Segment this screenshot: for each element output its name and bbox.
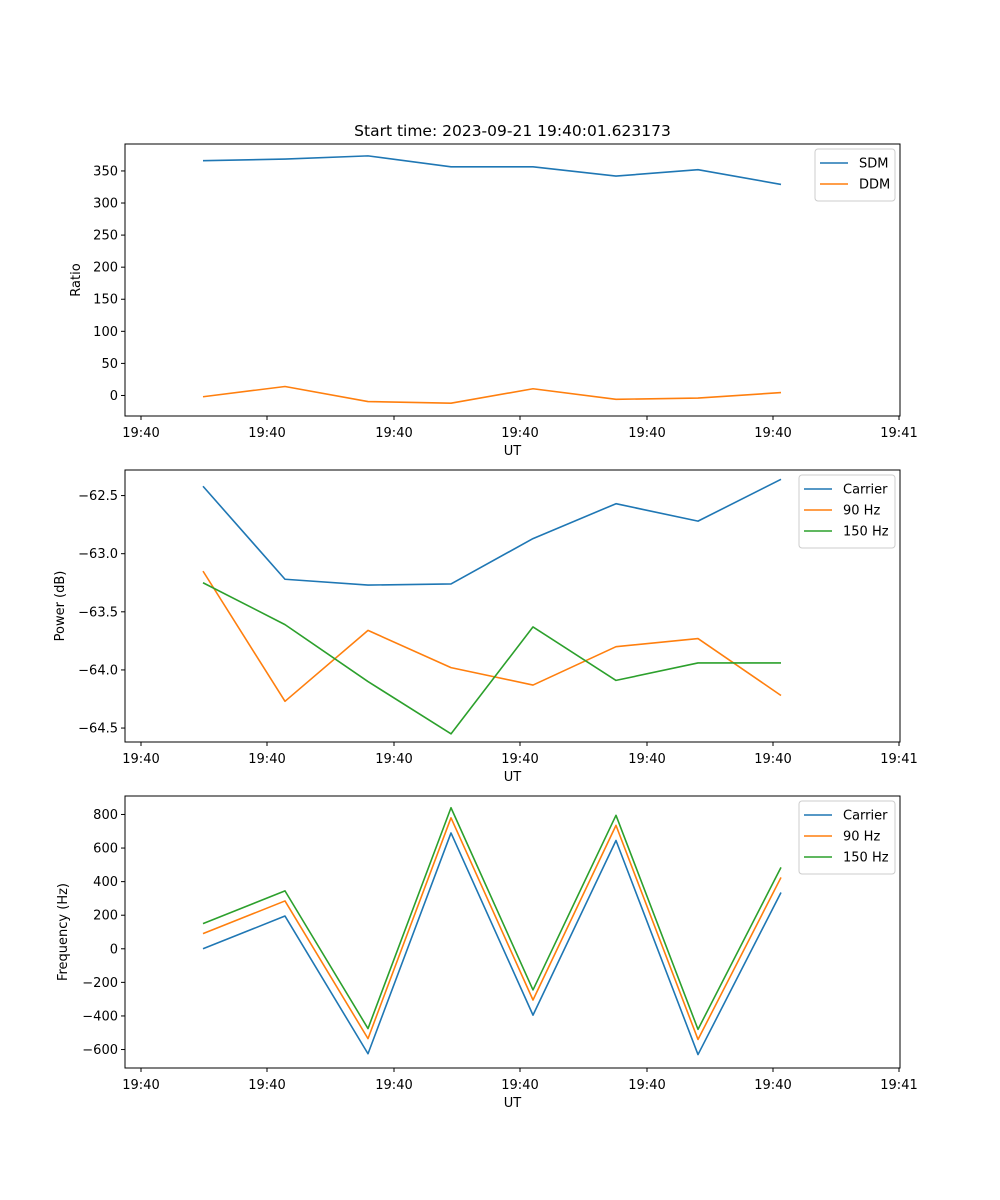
y-tick-label: −63.0 [78, 547, 118, 562]
y-tick-label: 800 [93, 808, 118, 823]
x-tick-label: 19:40 [248, 426, 285, 441]
legend-label: 90 Hz [843, 830, 880, 845]
legend-box [798, 800, 896, 875]
chart-2: −600 −400 −200 0 200 400 600 800 19:40 19:40 19:40… [56, 795, 918, 1111]
legend: Carrier 90 Hz 150 Hz [798, 474, 896, 549]
x-tick-label: 19:40 [501, 1078, 538, 1093]
legend-label: SDM [859, 157, 888, 172]
series-line-90-hz [202, 817, 782, 1041]
y-tick-label: 600 [93, 842, 118, 857]
y-tick-label: 50 [101, 357, 118, 372]
series-line-ddm [202, 385, 782, 404]
x-tick-label: 19:40 [754, 752, 791, 767]
y-axis-label: Power (dB) [53, 571, 68, 642]
x-tick-label: 19:40 [754, 426, 791, 441]
x-axis-label: UT [504, 770, 522, 785]
x-tick-label: 19:40 [122, 1078, 159, 1093]
x-tick-label: 19:41 [880, 752, 917, 767]
x-tick-label: 19:40 [501, 752, 538, 767]
series-line-90-hz [202, 570, 782, 703]
y-tick-label: −600 [82, 1043, 118, 1058]
x-tick-label: 19:40 [375, 752, 412, 767]
x-tick-label: 19:40 [628, 1078, 665, 1093]
y-axis-label: Ratio [69, 263, 84, 296]
y-tick-label: 300 [93, 197, 118, 212]
series-line-sdm [202, 155, 782, 186]
legend-box [798, 474, 896, 549]
x-axis-label: UT [504, 444, 522, 459]
legend: Carrier 90 Hz 150 Hz [798, 800, 896, 875]
series-line-carrier [202, 478, 782, 586]
y-tick-label: −200 [82, 976, 118, 991]
legend-label: Carrier [843, 809, 888, 824]
x-tick-label: 19:40 [122, 426, 159, 441]
axes-frame [124, 795, 901, 1069]
x-tick-label: 19:40 [501, 426, 538, 441]
y-tick-label: −63.5 [78, 605, 118, 620]
x-tick-label: 19:40 [122, 752, 159, 767]
legend-label: 90 Hz [843, 504, 880, 519]
x-tick-label: 19:40 [628, 426, 665, 441]
legend-label: Carrier [843, 483, 888, 498]
chart-1: −64.5 −64.0 −63.5 −63.0 −62.5 19:40 19:40 19:40… [53, 469, 918, 785]
y-tick-label: 400 [93, 875, 118, 890]
y-tick-label: 0 [110, 942, 118, 957]
x-tick-label: 19:40 [375, 1078, 412, 1093]
axes-frame [124, 143, 901, 417]
chart-0: Start time: 2023-09-21 19:40:01.623173 0 5… [69, 122, 918, 459]
y-tick-label: −62.5 [78, 489, 118, 504]
series-line-carrier [202, 832, 782, 1056]
y-tick-label: 200 [93, 261, 118, 276]
y-tick-label: 100 [93, 325, 118, 340]
legend-label: 150 Hz [843, 851, 889, 866]
x-tick-label: 19:40 [375, 426, 412, 441]
x-tick-label: 19:40 [754, 752, 791, 767]
chart-title: Start time: 2023-09-21 19:40:01.623173 [354, 122, 671, 140]
axes-frame [124, 469, 901, 743]
y-tick-label: −400 [82, 1009, 118, 1024]
x-tick-label: 19:40 [754, 1078, 791, 1093]
x-tick-label: 19:40 [248, 1078, 285, 1093]
y-axis-label: Frequency (Hz) [56, 883, 71, 981]
x-tick-label: 19:41 [880, 426, 917, 441]
x-tick-label: 19:41 [880, 1078, 917, 1093]
y-tick-label: 200 [93, 909, 118, 924]
legend-label: DDM [859, 178, 890, 193]
y-tick-label: 350 [93, 164, 118, 179]
y-tick-label: 250 [93, 229, 118, 244]
y-tick-label: −64.5 [78, 722, 118, 737]
x-tick-label: 19:40 [628, 752, 665, 767]
x-axis-label: UT [504, 1096, 522, 1111]
x-tick-label: 19:40 [248, 752, 285, 767]
legend-label: 150 Hz [843, 525, 889, 540]
y-tick-label: −64.0 [78, 663, 118, 678]
series-line-150-hz [202, 806, 782, 1031]
legend: SDM DDM [814, 148, 896, 202]
y-tick-label: 150 [93, 293, 118, 308]
x-tick-label: 19:40 [754, 426, 791, 441]
legend-box [814, 148, 896, 202]
y-tick-label: 0 [110, 389, 118, 404]
x-tick-label: 19:40 [754, 1078, 791, 1093]
series-line-150-hz [202, 582, 781, 735]
